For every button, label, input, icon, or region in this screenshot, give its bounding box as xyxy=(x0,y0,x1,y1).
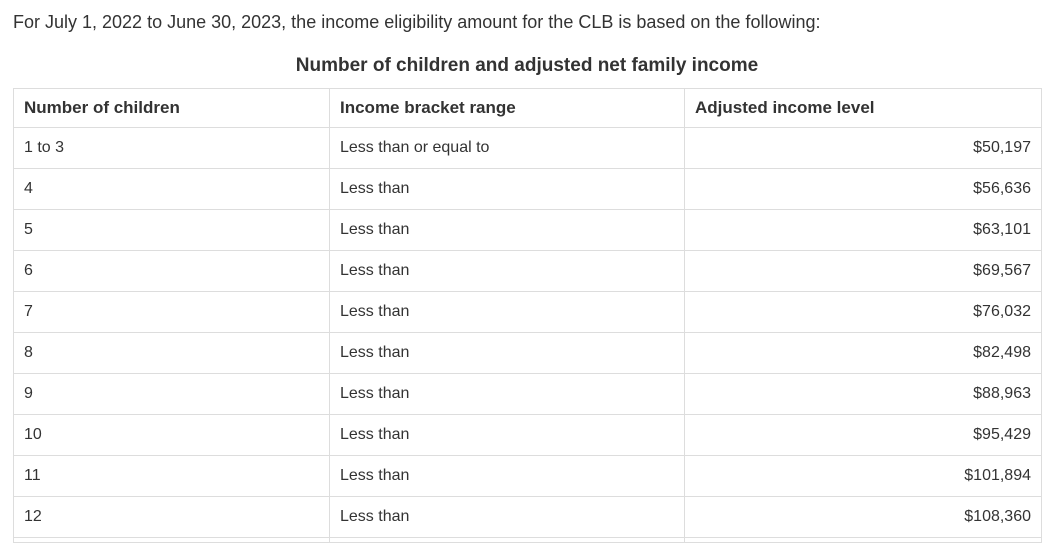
table-header-row: Number of children Income bracket range … xyxy=(13,88,1042,128)
table-caption: Number of children and adjusted net fami… xyxy=(295,55,759,76)
table-row: 8 Less than $82,498 xyxy=(13,332,1042,374)
children-cell: 9 xyxy=(13,373,330,415)
cutoff-cell xyxy=(13,537,330,543)
income-cell: $69,567 xyxy=(684,250,1042,292)
income-cell: $95,429 xyxy=(684,414,1042,456)
table-row: 12 Less than $108,360 xyxy=(13,496,1042,538)
children-cell: 1 to 3 xyxy=(13,127,330,169)
income-cell: $76,032 xyxy=(684,291,1042,333)
income-cell: $56,636 xyxy=(684,168,1042,210)
table-row: 11 Less than $101,894 xyxy=(13,455,1042,497)
table-row: 9 Less than $88,963 xyxy=(13,373,1042,415)
bracket-cell: Less than xyxy=(329,455,685,497)
children-cell: 4 xyxy=(13,168,330,210)
table-row: 1 to 3 Less than or equal to $50,197 xyxy=(13,127,1042,169)
children-cell: 11 xyxy=(13,455,330,497)
income-cell: $63,101 xyxy=(684,209,1042,251)
income-cell: $101,894 xyxy=(684,455,1042,497)
table-row: 7 Less than $76,032 xyxy=(13,291,1042,333)
bracket-cell: Less than xyxy=(329,332,685,374)
column-header-number-of-children: Number of children xyxy=(13,88,330,128)
bracket-cell: Less than xyxy=(329,250,685,292)
income-cell: $88,963 xyxy=(684,373,1042,415)
bracket-cell: Less than xyxy=(329,209,685,251)
children-cell: 6 xyxy=(13,250,330,292)
children-cell: 12 xyxy=(13,496,330,538)
table-row: 10 Less than $95,429 xyxy=(13,414,1042,456)
children-cell: 8 xyxy=(13,332,330,374)
children-cell: 10 xyxy=(13,414,330,456)
table-row: 4 Less than $56,636 xyxy=(13,168,1042,210)
income-eligibility-table: Number of children Income bracket range … xyxy=(13,88,1042,543)
bracket-cell: Less than xyxy=(329,373,685,415)
table-row: 5 Less than $63,101 xyxy=(13,209,1042,251)
cutoff-cell xyxy=(684,537,1042,543)
bracket-cell: Less than xyxy=(329,414,685,456)
intro-paragraph: For July 1, 2022 to June 30, 2023, the i… xyxy=(13,12,821,32)
bracket-cell: Less than xyxy=(329,291,685,333)
cutoff-cell xyxy=(329,537,685,543)
bracket-cell: Less than xyxy=(329,496,685,538)
income-cell: $82,498 xyxy=(684,332,1042,374)
bracket-cell: Less than xyxy=(329,168,685,210)
cutoff-next-row xyxy=(13,537,1042,543)
children-cell: 7 xyxy=(13,291,330,333)
income-cell: $50,197 xyxy=(684,127,1042,169)
bracket-cell: Less than or equal to xyxy=(329,127,685,169)
column-header-income-bracket-range: Income bracket range xyxy=(329,88,685,128)
table-row: 6 Less than $69,567 xyxy=(13,250,1042,292)
income-cell: $108,360 xyxy=(684,496,1042,538)
column-header-adjusted-income-level: Adjusted income level xyxy=(684,88,1042,128)
children-cell: 5 xyxy=(13,209,330,251)
